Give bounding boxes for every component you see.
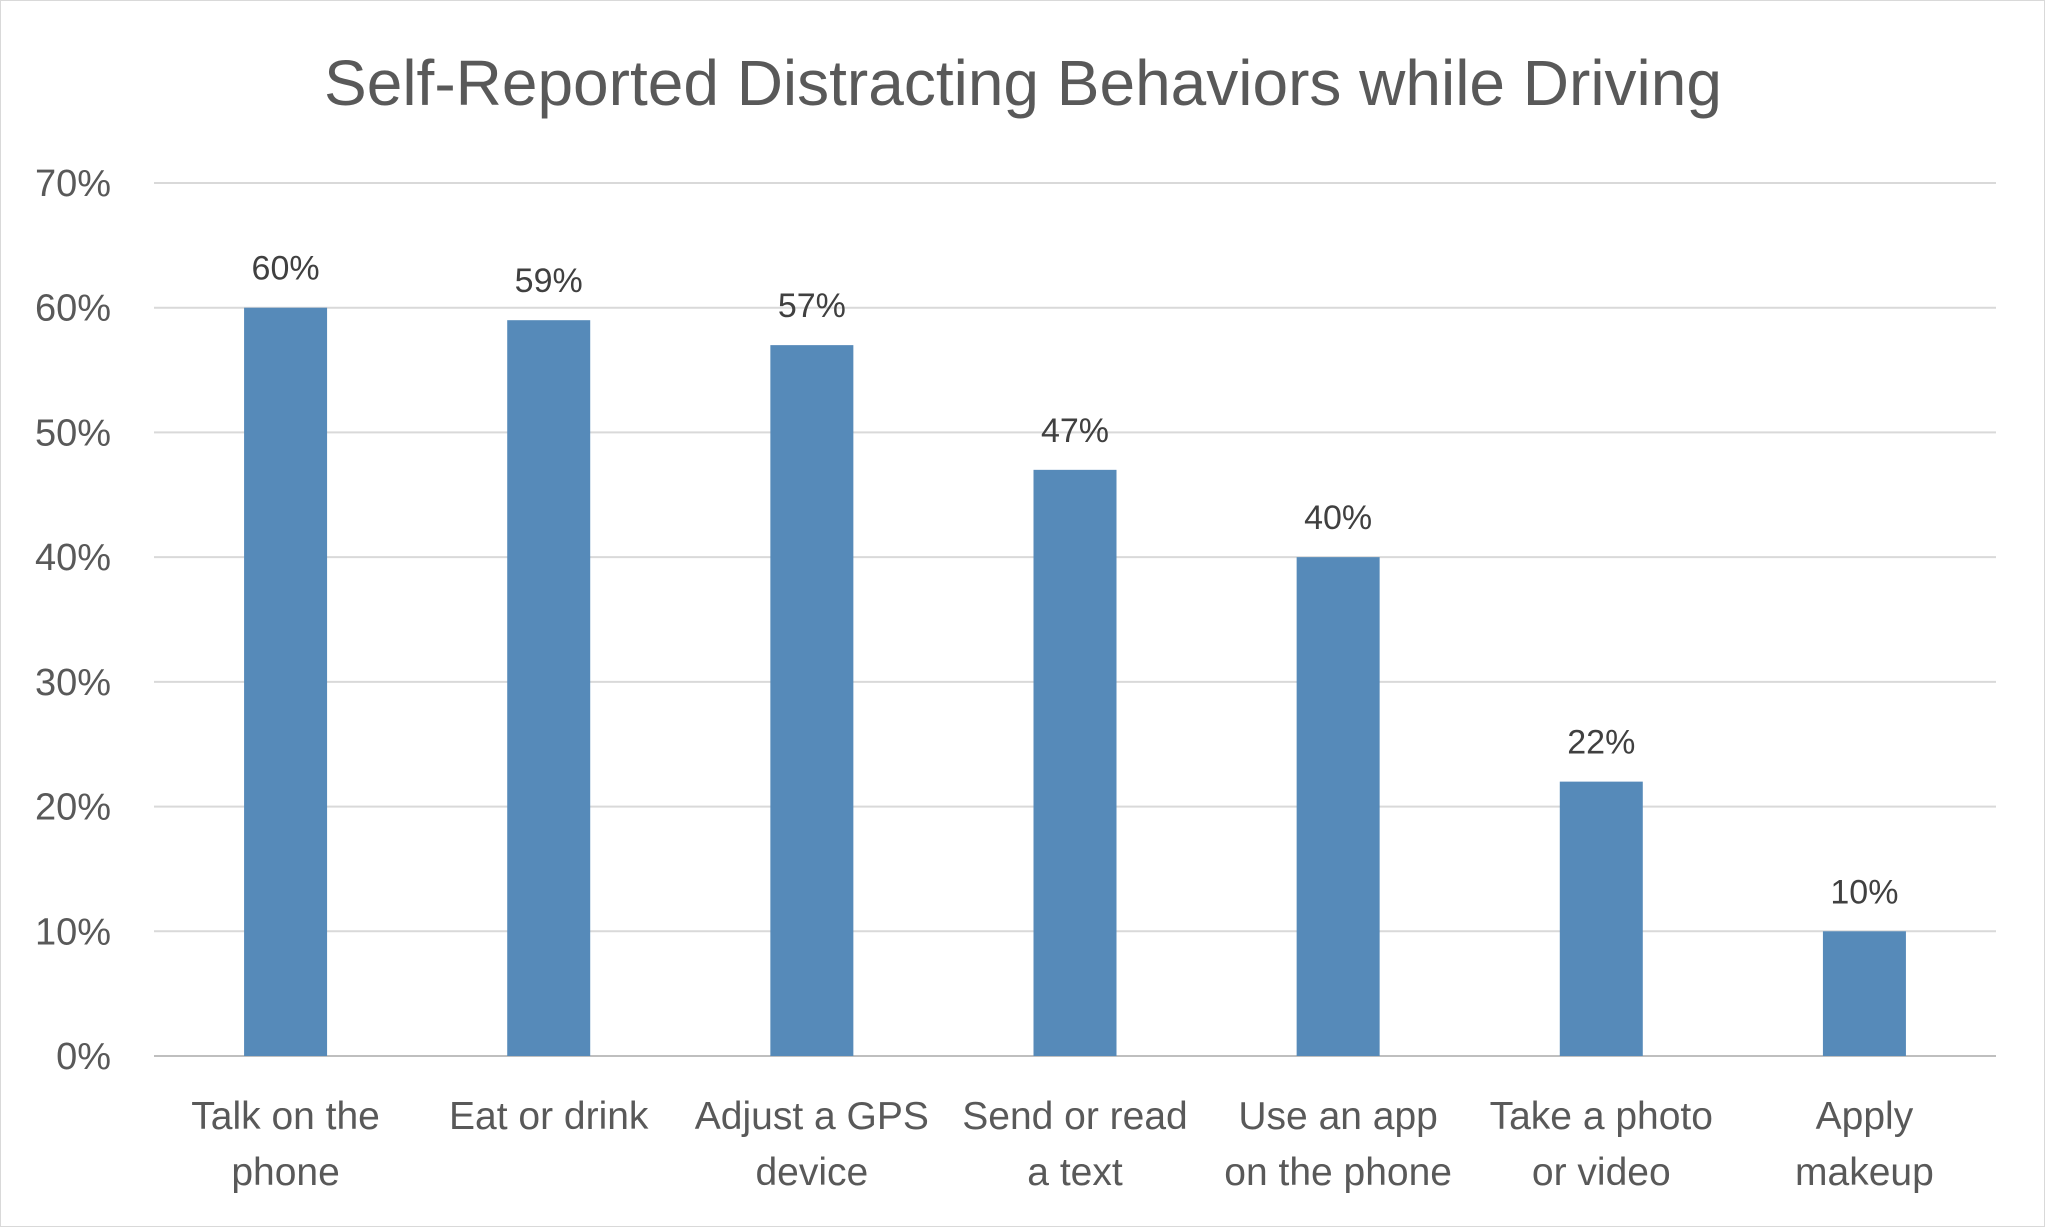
bar (1559, 781, 1643, 1056)
category-label: Adjust a GPS (695, 1095, 929, 1138)
category-label: Send or read (962, 1095, 1188, 1138)
y-tick-label: 70% (35, 163, 111, 205)
category-label: a text (1027, 1151, 1123, 1194)
category-label: Eat or drink (449, 1095, 649, 1138)
data-label: 40% (1304, 499, 1372, 537)
data-labels: 60% 59% 57% 47% 40% 22% 10% (252, 250, 1899, 912)
y-tick-label: 30% (35, 662, 111, 704)
bar (1033, 469, 1117, 1056)
category-label: Talk on the (191, 1095, 380, 1138)
y-tick-label: 50% (35, 412, 111, 454)
y-tick-label: 20% (35, 787, 111, 829)
y-tick-label: 10% (35, 911, 111, 953)
data-label: 57% (778, 287, 846, 325)
data-label: 22% (1567, 724, 1635, 762)
category-label: or video (1532, 1151, 1671, 1194)
y-tick-label: 0% (56, 1036, 111, 1078)
bars (244, 307, 1906, 1057)
category-label: makeup (1795, 1151, 1934, 1194)
bar (507, 320, 591, 1057)
category-label: device (755, 1151, 868, 1194)
category-label: Use an app (1238, 1095, 1437, 1138)
bar (1822, 931, 1906, 1056)
category-labels: Talk on the phone Eat or drink Adjust a GPS… (191, 1095, 1934, 1194)
chart-title: Self-Reported Distracting Behaviors whil… (324, 47, 1722, 119)
bar (1296, 557, 1380, 1056)
category-label: Apply (1816, 1095, 1914, 1138)
category-label: phone (231, 1151, 339, 1194)
data-label: 59% (515, 262, 583, 300)
y-tick-label: 40% (35, 537, 111, 579)
category-label: Take a photo (1490, 1095, 1713, 1138)
category-label: on the phone (1224, 1151, 1452, 1194)
data-label: 47% (1041, 412, 1109, 450)
bar (244, 307, 328, 1056)
data-label: 10% (1830, 873, 1898, 911)
data-label: 60% (252, 250, 320, 288)
bar (770, 345, 854, 1057)
y-axis-tick-labels: 0% 10% 20% 30% 40% 50% 60% 70% (35, 163, 111, 1078)
y-tick-label: 60% (35, 288, 111, 330)
